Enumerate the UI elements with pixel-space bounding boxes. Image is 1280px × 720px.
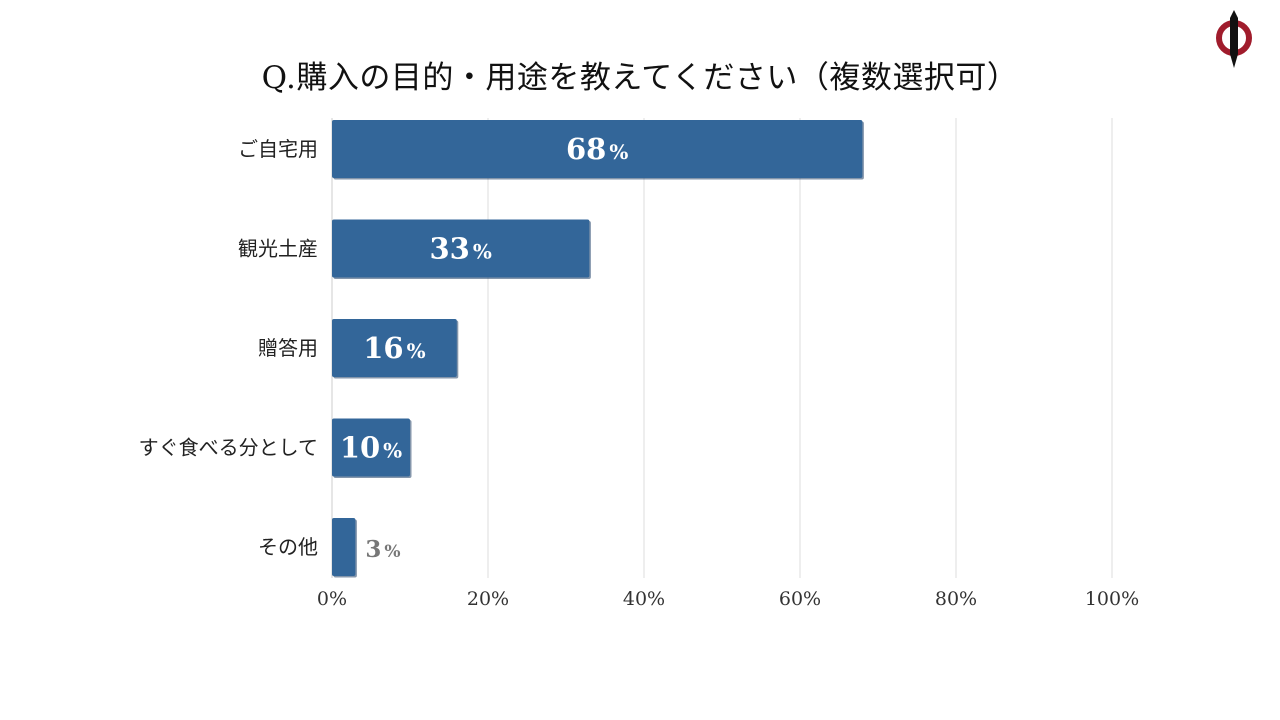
bar — [332, 120, 863, 178]
category-label: その他 — [258, 535, 318, 559]
bar — [332, 418, 410, 477]
category-label: すぐ食べる分として — [139, 436, 318, 460]
category-label: 観光土産 — [238, 237, 318, 261]
data-label: 3% — [365, 536, 400, 563]
category-label: 贈答用 — [258, 336, 318, 360]
category-label: ご自宅用 — [238, 137, 318, 161]
data-label: 16% — [363, 331, 425, 365]
x-tick-label: 80% — [935, 588, 977, 610]
x-tick-label: 20% — [467, 588, 509, 610]
brand-logo-icon — [1216, 10, 1252, 68]
bar — [332, 319, 457, 377]
x-tick-label: 40% — [623, 588, 665, 610]
bar — [332, 518, 356, 576]
data-label: 10% — [340, 431, 402, 465]
x-tick-label: 0% — [317, 588, 347, 610]
data-label: 33% — [430, 232, 492, 266]
chart-title: Q.購入の目的・用途を教えてください（複数選択可） — [261, 60, 1019, 96]
x-tick-label: 100% — [1085, 588, 1139, 610]
data-label: 68% — [566, 132, 628, 166]
bar — [332, 219, 590, 278]
x-tick-label: 60% — [779, 588, 821, 610]
